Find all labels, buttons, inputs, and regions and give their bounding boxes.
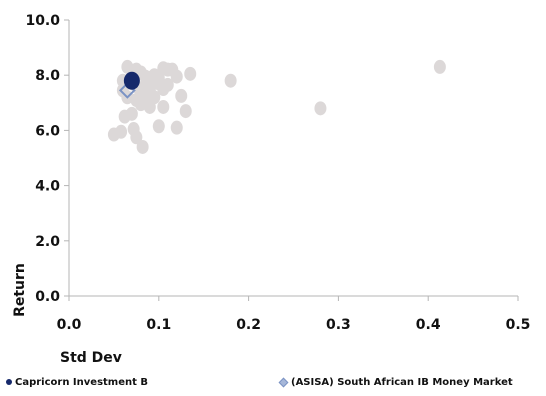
peer-point bbox=[314, 101, 327, 116]
legend-label: (ASISA) South African IB Money Market bbox=[291, 377, 513, 388]
peer-point bbox=[134, 97, 147, 112]
y-tick-label: 6.0 bbox=[35, 123, 60, 139]
x-axis-title: Std Dev bbox=[60, 350, 122, 366]
x-tick-label: 0.3 bbox=[326, 317, 351, 333]
peer-point bbox=[118, 109, 131, 124]
axes bbox=[68, 20, 518, 297]
ticks: 0.0 2.0 4.0 6.0 8.0 10.0 0.0 0.1 0.2 0.3 0.4 0.5 bbox=[25, 13, 530, 333]
peer-point bbox=[157, 99, 170, 114]
peer-point bbox=[184, 66, 197, 81]
x-tick-label: 0.1 bbox=[146, 317, 171, 333]
legend-dot-icon bbox=[6, 379, 12, 385]
capricorn-point bbox=[123, 71, 140, 90]
peer-point bbox=[157, 82, 170, 96]
peer-point bbox=[115, 124, 128, 139]
legend-item-capricorn: Capricorn Investment B bbox=[6, 377, 148, 388]
peer-point bbox=[179, 104, 192, 119]
x-tick-label: 0.4 bbox=[416, 317, 441, 333]
y-tick-label: 10.0 bbox=[25, 13, 60, 29]
y-tick-label: 8.0 bbox=[35, 68, 60, 84]
x-tick-label: 0.5 bbox=[506, 317, 531, 333]
y-tick-label: 0.0 bbox=[35, 289, 60, 305]
peer-points bbox=[107, 59, 446, 154]
peer-point bbox=[143, 99, 156, 114]
y-tick-label: 2.0 bbox=[35, 234, 60, 250]
x-tick-label: 0.2 bbox=[236, 317, 261, 333]
peer-point bbox=[170, 120, 183, 135]
y-axis-title: Return bbox=[12, 263, 28, 317]
y-tick-label: 4.0 bbox=[35, 179, 60, 195]
x-tick-label: 0.0 bbox=[57, 317, 82, 333]
peer-point bbox=[130, 130, 143, 145]
peer-point bbox=[170, 69, 183, 84]
highlight-points bbox=[118, 71, 140, 99]
peer-point bbox=[136, 139, 149, 154]
peer-point bbox=[121, 59, 134, 74]
peer-point bbox=[224, 73, 237, 88]
legend-diamond-icon bbox=[278, 377, 289, 387]
legend-item-benchmark: (ASISA) South African IB Money Market bbox=[278, 377, 513, 388]
peer-point bbox=[433, 59, 446, 74]
peer-point bbox=[152, 119, 165, 134]
legend-label: Capricorn Investment B bbox=[15, 377, 149, 388]
peer-point bbox=[175, 88, 188, 103]
